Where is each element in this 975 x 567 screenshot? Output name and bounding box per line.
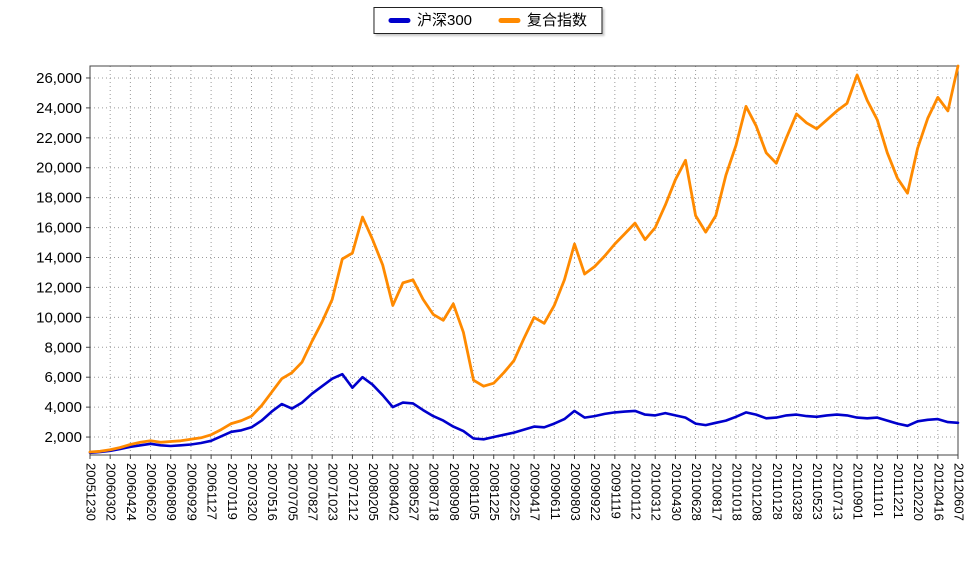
svg-text:20100112: 20100112 [629, 463, 644, 520]
svg-text:20070516: 20070516 [265, 463, 280, 521]
plot-border [89, 65, 959, 456]
svg-text:20080205: 20080205 [366, 463, 381, 521]
hs300-line-swatch-icon [387, 18, 410, 23]
svg-text:20081105: 20081105 [467, 463, 482, 520]
svg-text:2,000: 2,000 [44, 429, 82, 446]
svg-text:20091119: 20091119 [608, 463, 623, 519]
svg-text:26,000: 26,000 [36, 70, 82, 87]
legend-item-hs300: 沪深300 [387, 12, 473, 29]
svg-text:20080402: 20080402 [386, 463, 401, 521]
composite-line-swatch-icon [498, 18, 521, 23]
svg-text:20,000: 20,000 [36, 160, 82, 177]
gridlines [89, 66, 959, 455]
series-line-composite [88, 64, 960, 454]
svg-text:20051230: 20051230 [84, 463, 99, 521]
svg-text:20060424: 20060424 [124, 463, 139, 521]
svg-text:20090922: 20090922 [588, 463, 603, 521]
x-axis-labels: 20051230 20060302 20060424 20060620 20060809… [84, 463, 967, 521]
svg-text:14,000: 14,000 [36, 250, 82, 267]
svg-text:20101018: 20101018 [729, 463, 744, 521]
legend-label-hs300: 沪深300 [416, 12, 473, 29]
svg-text:20090611: 20090611 [548, 463, 563, 520]
svg-text:20070705: 20070705 [285, 463, 300, 521]
svg-text:20100312: 20100312 [649, 463, 664, 521]
series-line-hs300 [88, 372, 960, 455]
legend-item-composite: 复合指数 [498, 13, 587, 28]
svg-text:20100628: 20100628 [689, 463, 704, 521]
svg-text:20101208: 20101208 [750, 463, 765, 521]
svg-text:20111221: 20111221 [891, 463, 906, 519]
svg-text:20110901: 20110901 [851, 463, 866, 520]
svg-text:20070119: 20070119 [225, 463, 240, 520]
svg-text:20110523: 20110523 [810, 463, 825, 520]
svg-text:20090803: 20090803 [568, 463, 583, 521]
svg-text:20111101: 20111101 [871, 463, 886, 518]
svg-text:20060929: 20060929 [184, 463, 199, 521]
svg-text:20110128: 20110128 [770, 463, 785, 520]
svg-text:10,000: 10,000 [36, 309, 82, 326]
svg-text:20080908: 20080908 [447, 463, 462, 521]
svg-text:20100817: 20100817 [709, 463, 724, 521]
svg-text:20071212: 20071212 [346, 463, 361, 521]
svg-text:20110328: 20110328 [790, 463, 805, 520]
svg-text:20100430: 20100430 [669, 463, 684, 521]
svg-text:4,000: 4,000 [44, 399, 82, 416]
svg-text:20080527: 20080527 [406, 463, 421, 521]
svg-text:8,000: 8,000 [44, 339, 82, 356]
svg-text:24,000: 24,000 [36, 100, 82, 117]
svg-text:20060620: 20060620 [144, 463, 159, 521]
svg-text:20061127: 20061127 [205, 463, 220, 520]
svg-text:20090417: 20090417 [528, 463, 543, 521]
y-axis-labels: 2,000 4,000 6,000 8,000 10,000 12,000 14,000 16… [36, 70, 82, 446]
svg-text:20120220: 20120220 [911, 463, 926, 521]
svg-text:18,000: 18,000 [36, 190, 82, 207]
chart-legend: 沪深300 复合指数 [372, 7, 603, 34]
svg-text:20090225: 20090225 [507, 463, 522, 521]
svg-text:20060809: 20060809 [164, 463, 179, 521]
svg-text:20081225: 20081225 [487, 463, 502, 521]
svg-text:12,000: 12,000 [36, 279, 82, 296]
svg-text:20071023: 20071023 [326, 463, 341, 521]
svg-text:20110713: 20110713 [830, 463, 845, 520]
svg-text:20060302: 20060302 [104, 463, 119, 521]
svg-text:22,000: 22,000 [36, 130, 82, 147]
tick-marks [86, 77, 959, 459]
svg-text:6,000: 6,000 [44, 369, 82, 386]
legend-label-composite: 复合指数 [527, 12, 588, 29]
svg-text:20120416: 20120416 [931, 463, 946, 521]
svg-text:20070320: 20070320 [245, 463, 260, 521]
svg-text:20120607: 20120607 [952, 463, 967, 521]
svg-text:20070827: 20070827 [306, 463, 321, 521]
svg-text:16,000: 16,000 [36, 220, 82, 237]
svg-text:20080718: 20080718 [427, 463, 442, 521]
